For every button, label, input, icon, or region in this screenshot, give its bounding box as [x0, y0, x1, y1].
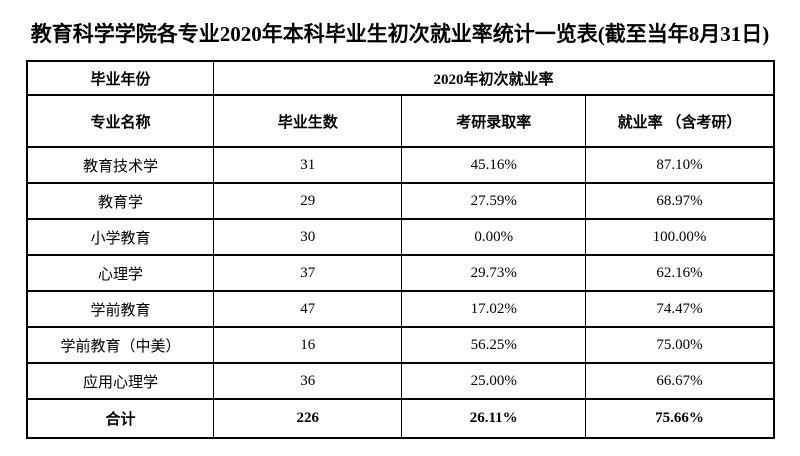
kaoyan-rate-cell: 25.00% — [400, 362, 587, 401]
kaoyan-rate-cell: 29.73% — [400, 254, 587, 293]
graduates-cell: 16 — [213, 326, 402, 365]
total-label: 合计 — [25, 398, 215, 440]
employment-rate-cell: 66.67% — [585, 362, 774, 401]
employment-rate-cell: 68.97% — [585, 182, 774, 221]
major-cell: 小学教育 — [25, 218, 215, 257]
graduates-cell: 31 — [213, 146, 402, 185]
employment-stats-table: 毕业年份 2020年初次就业率 专业名称 毕业生数 考研录取率 就业率 （含考研… — [25, 60, 775, 440]
employment-rate-cell: 62.16% — [585, 254, 774, 293]
header-row-columns: 专业名称 毕业生数 考研录取率 就业率 （含考研） — [25, 94, 774, 149]
major-cell: 学前教育（中美） — [25, 326, 215, 365]
total-row: 合计 226 26.11% 75.66% — [25, 398, 774, 440]
employment-rate-cell: 100.00% — [585, 218, 774, 257]
header-row-year: 毕业年份 2020年初次就业率 — [25, 60, 774, 97]
page-title: 教育科学学院各专业2020年本科毕业生初次就业率统计一览表(截至当年8月31日) — [30, 22, 770, 46]
employment-rate-cell: 74.47% — [585, 290, 774, 329]
employment-rate-cell: 75.00% — [585, 326, 774, 365]
col-header-major: 专业名称 — [25, 94, 215, 149]
graduates-cell: 37 — [213, 254, 402, 293]
table-row: 心理学 37 29.73% 62.16% — [25, 254, 774, 293]
major-cell: 教育技术学 — [25, 146, 215, 185]
table-row: 学前教育 47 17.02% 74.47% — [25, 290, 774, 329]
total-kaoyan-rate: 26.11% — [400, 398, 587, 440]
table-row: 学前教育（中美） 16 56.25% 75.00% — [25, 326, 774, 365]
col-header-employment-rate: 就业率 （含考研） — [585, 94, 774, 149]
total-graduates: 226 — [213, 398, 402, 440]
graduates-cell: 36 — [213, 362, 402, 401]
table-row: 教育学 29 27.59% 68.97% — [25, 182, 774, 221]
employment-rate-cell: 87.10% — [585, 146, 774, 185]
major-cell: 学前教育 — [25, 290, 215, 329]
table-row: 应用心理学 36 25.00% 66.67% — [25, 362, 774, 401]
major-cell: 教育学 — [25, 182, 215, 221]
table-row: 小学教育 30 0.00% 100.00% — [25, 218, 774, 257]
kaoyan-rate-cell: 27.59% — [400, 182, 587, 221]
col-header-graduates: 毕业生数 — [213, 94, 402, 149]
kaoyan-rate-cell: 0.00% — [400, 218, 587, 257]
kaoyan-rate-cell: 56.25% — [400, 326, 587, 365]
kaoyan-rate-cell: 17.02% — [400, 290, 587, 329]
graduates-cell: 30 — [213, 218, 402, 257]
kaoyan-rate-cell: 45.16% — [400, 146, 587, 185]
col-header-kaoyan-rate: 考研录取率 — [400, 94, 587, 149]
total-employment-rate: 75.66% — [585, 398, 774, 440]
table-row: 教育技术学 31 45.16% 87.10% — [25, 146, 774, 185]
header-year-value: 2020年初次就业率 — [213, 60, 774, 97]
major-cell: 心理学 — [25, 254, 215, 293]
header-year-label: 毕业年份 — [25, 60, 215, 97]
graduates-cell: 29 — [213, 182, 402, 221]
major-cell: 应用心理学 — [25, 362, 215, 401]
graduates-cell: 47 — [213, 290, 402, 329]
